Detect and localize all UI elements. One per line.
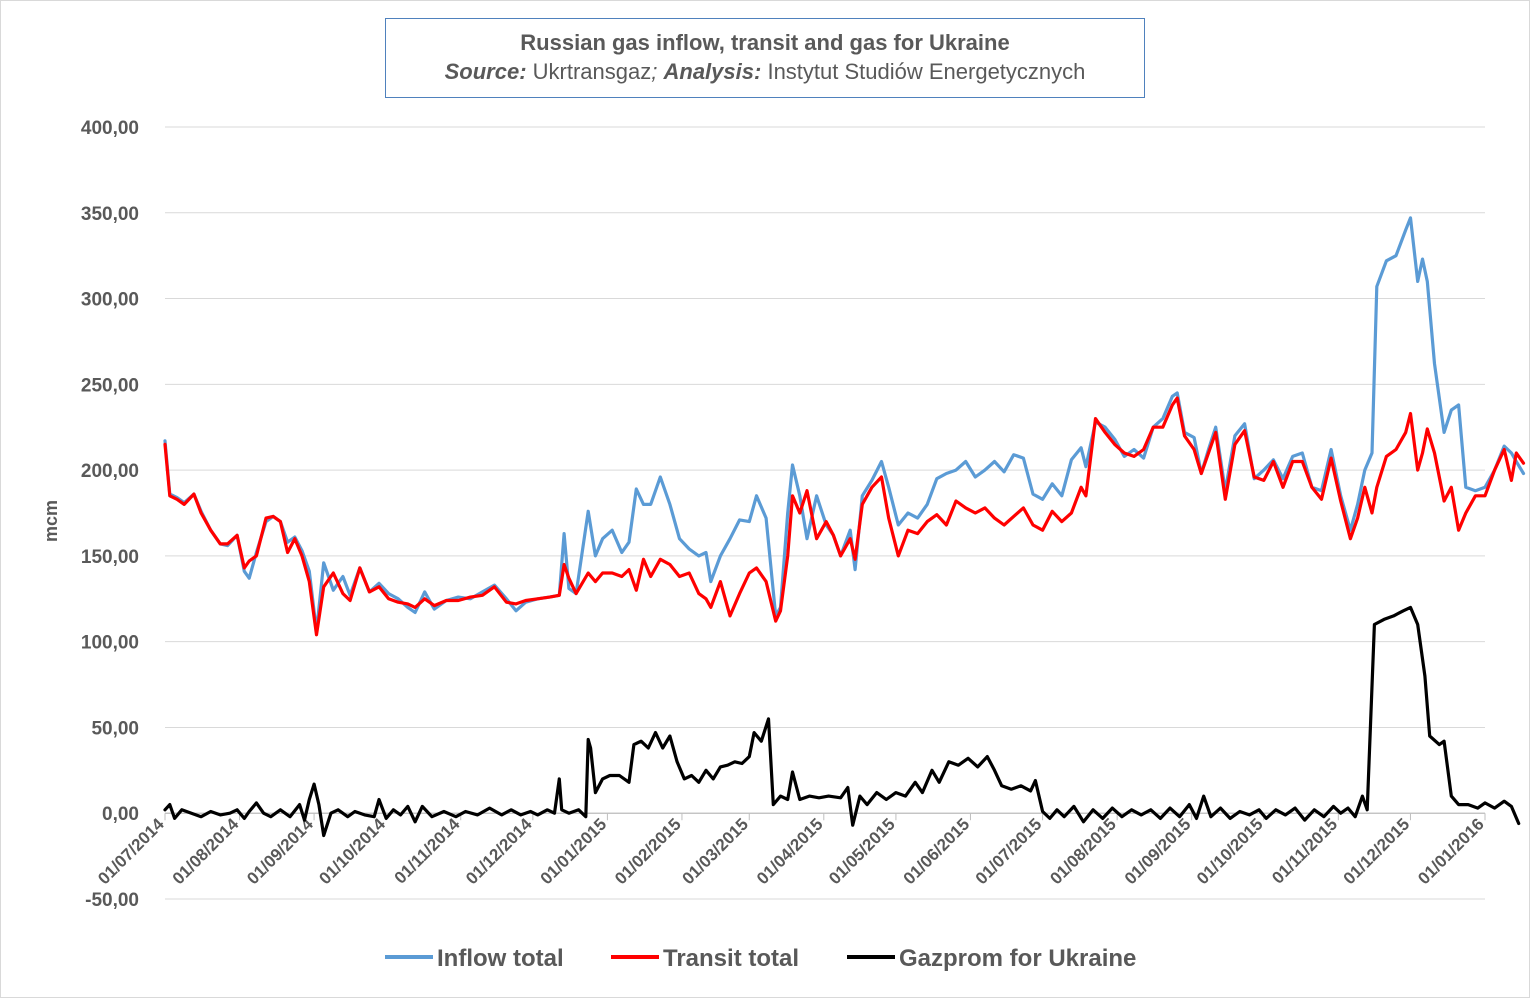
y-tick-label: 0,00 [102, 804, 139, 825]
x-tick-label: 01/07/2015 [972, 815, 1046, 889]
x-tick-label: 01/05/2015 [825, 815, 899, 889]
chart-title-box: Russian gas inflow, transit and gas for … [385, 18, 1145, 98]
y-tick-label: 300,00 [81, 290, 139, 311]
y-tick-label: 100,00 [81, 633, 139, 654]
legend-label-gazprom-for-ukraine: Gazprom for Ukraine [899, 945, 1136, 972]
y-tick-label: 150,00 [81, 547, 139, 568]
y-tick-label: 350,00 [81, 204, 139, 225]
source-label: Source: [444, 59, 527, 84]
chart-subtitle: Source: Ukrtransgaz; Analysis: Instytut … [386, 57, 1144, 87]
source-value: Ukrtransgaz [532, 59, 652, 84]
legend-label-inflow-total: Inflow total [437, 945, 564, 972]
gridlines [164, 126, 1486, 900]
series-line-transit-total [163, 396, 1526, 637]
chart-title: Russian gas inflow, transit and gas for … [520, 30, 1010, 55]
x-tick-label: 01/11/2014 [391, 814, 464, 887]
x-tick-label: 01/07/2014 [94, 814, 168, 888]
y-tick-label: 50,00 [91, 718, 139, 739]
x-tick-label: 01/09/2014 [243, 814, 317, 888]
series-lines [163, 216, 1526, 838]
y-axis-tick-labels: -50,00 0,00 50,00 100,00 150,00 200,00 250,00 3… [81, 118, 139, 911]
legend: Inflow total Transit total Gazprom for Ukr… [385, 945, 1136, 972]
y-tick-label: 250,00 [81, 375, 139, 396]
x-tick-label: 01/03/2015 [678, 815, 752, 889]
x-tick-label: 01/10/2015 [1193, 815, 1267, 889]
series-line-inflow-total [163, 216, 1526, 633]
analysis-value: Instytut Studiów Energetycznych [767, 59, 1086, 84]
x-axis-tick-labels: 01/07/2014 01/08/2014 01/09/201401/10/2014… [94, 814, 1488, 888]
x-tick-label: 01/01/2016 [1414, 815, 1488, 889]
x-tick-label: 01/01/2015 [537, 815, 611, 889]
x-tick-label: 01/08/2014 [169, 814, 243, 888]
y-tick-label: -50,00 [85, 890, 139, 911]
series-line-gazprom-for-ukraine [163, 605, 1521, 838]
x-tick-label: 01/04/2015 [753, 815, 827, 889]
analysis-label: Analysis: [663, 59, 762, 84]
y-tick-label: 200,00 [81, 461, 139, 482]
y-axis-label: mcm [41, 500, 61, 542]
x-tick-label: 01/06/2015 [900, 815, 974, 889]
legend-label-transit-total: Transit total [663, 945, 799, 972]
x-tick-label: 01/09/2015 [1121, 815, 1195, 889]
x-tick-label: 01/12/2014 [462, 814, 536, 888]
x-tick-label: 01/02/2015 [611, 815, 685, 889]
subtitle-separator: ; [651, 59, 658, 84]
x-tick-label: 01/08/2015 [1046, 815, 1120, 889]
x-tick-label: 01/11/2015 [1268, 815, 1341, 888]
y-tick-label: 400,00 [81, 118, 139, 139]
x-tick-label: 01/12/2015 [1340, 815, 1414, 889]
